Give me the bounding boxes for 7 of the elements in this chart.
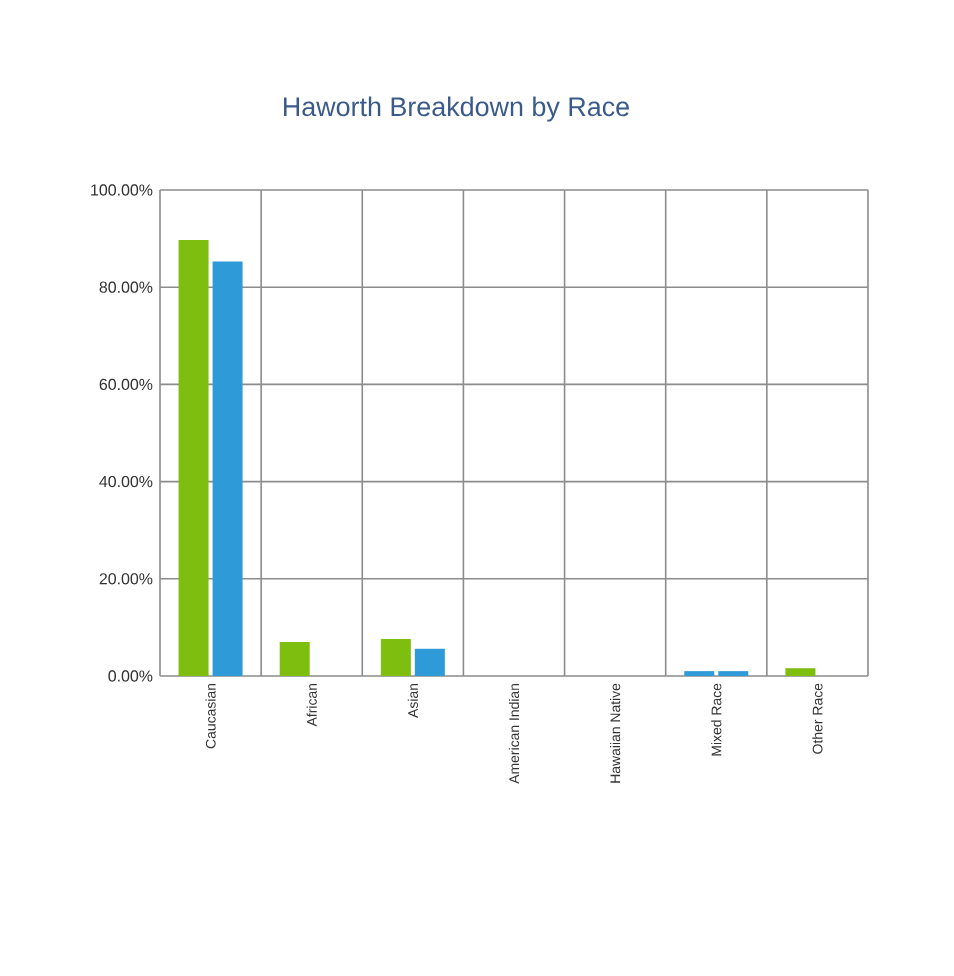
bar [212, 261, 243, 676]
bar [414, 648, 445, 676]
bar [279, 641, 310, 676]
bar [178, 240, 209, 676]
chart-title: Haworth Breakdown by Race [284, 96, 629, 122]
bar [380, 639, 411, 676]
bar [785, 668, 816, 676]
